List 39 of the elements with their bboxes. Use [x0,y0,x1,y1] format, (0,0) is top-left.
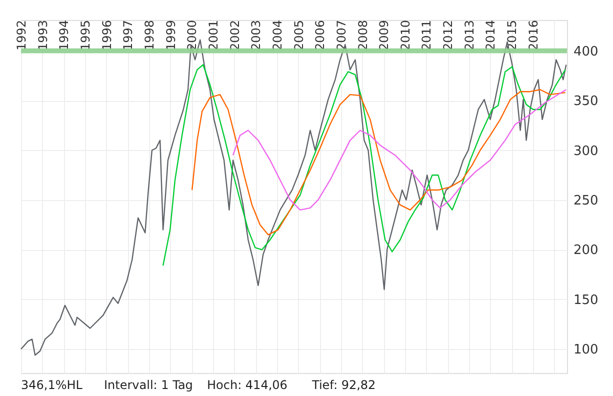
x-tick-label: 1999 [164,20,178,50]
x-tick-label: 2007 [334,20,348,50]
x-tick-label: 2012 [441,20,456,50]
y-tick-label: 200 [574,243,598,258]
text: Hoch: 414,06 [207,378,288,392]
x-tick-label: 1992 [14,20,28,50]
x-tick-label: 1993 [36,20,50,50]
x-tick-label: 2015 [505,20,520,50]
x-tick-label: 1998 [142,20,156,50]
y-tick-label: 250 [574,193,598,208]
x-tick-label: 2005 [292,20,306,50]
text: Intervall: 1 Tag [104,378,193,392]
x-tick-label: 2011 [420,20,434,50]
x-tick-label: 2010 [398,20,412,50]
x-tick-label: 2003 [249,20,264,50]
y-tick-label: 400 [574,44,598,60]
x-tick-label: 2008 [356,20,370,50]
y-tick-label: 350 [574,94,598,110]
x-tick-label: 2009 [377,20,392,50]
x-tick-label: 2004 [270,20,284,50]
text: 346,1%HL [21,378,83,392]
line-series [232,89,567,211]
x-tick-label: 2016 [526,20,540,50]
x-tick-label: 2001 [206,20,220,50]
x-tick-label: 2000 [185,20,200,50]
x-tick-label: 2002 [228,20,242,50]
line-series [162,64,566,266]
y-tick-label: 300 [574,144,598,159]
x-tick-label: 2006 [313,20,328,50]
x-tick-label: 1996 [100,20,114,50]
x-tick-label: 1995 [78,20,92,50]
x-tick-label: 2013 [462,20,476,50]
x-tick-label: 1997 [121,20,136,50]
y-tick-label: 150 [574,292,598,308]
line-series [191,89,566,236]
x-tick-label: 2014 [484,20,498,50]
x-tick-label: 1994 [57,20,72,50]
y-tick-label: 100 [574,342,598,358]
text: Tief: 92,82 [311,378,376,392]
